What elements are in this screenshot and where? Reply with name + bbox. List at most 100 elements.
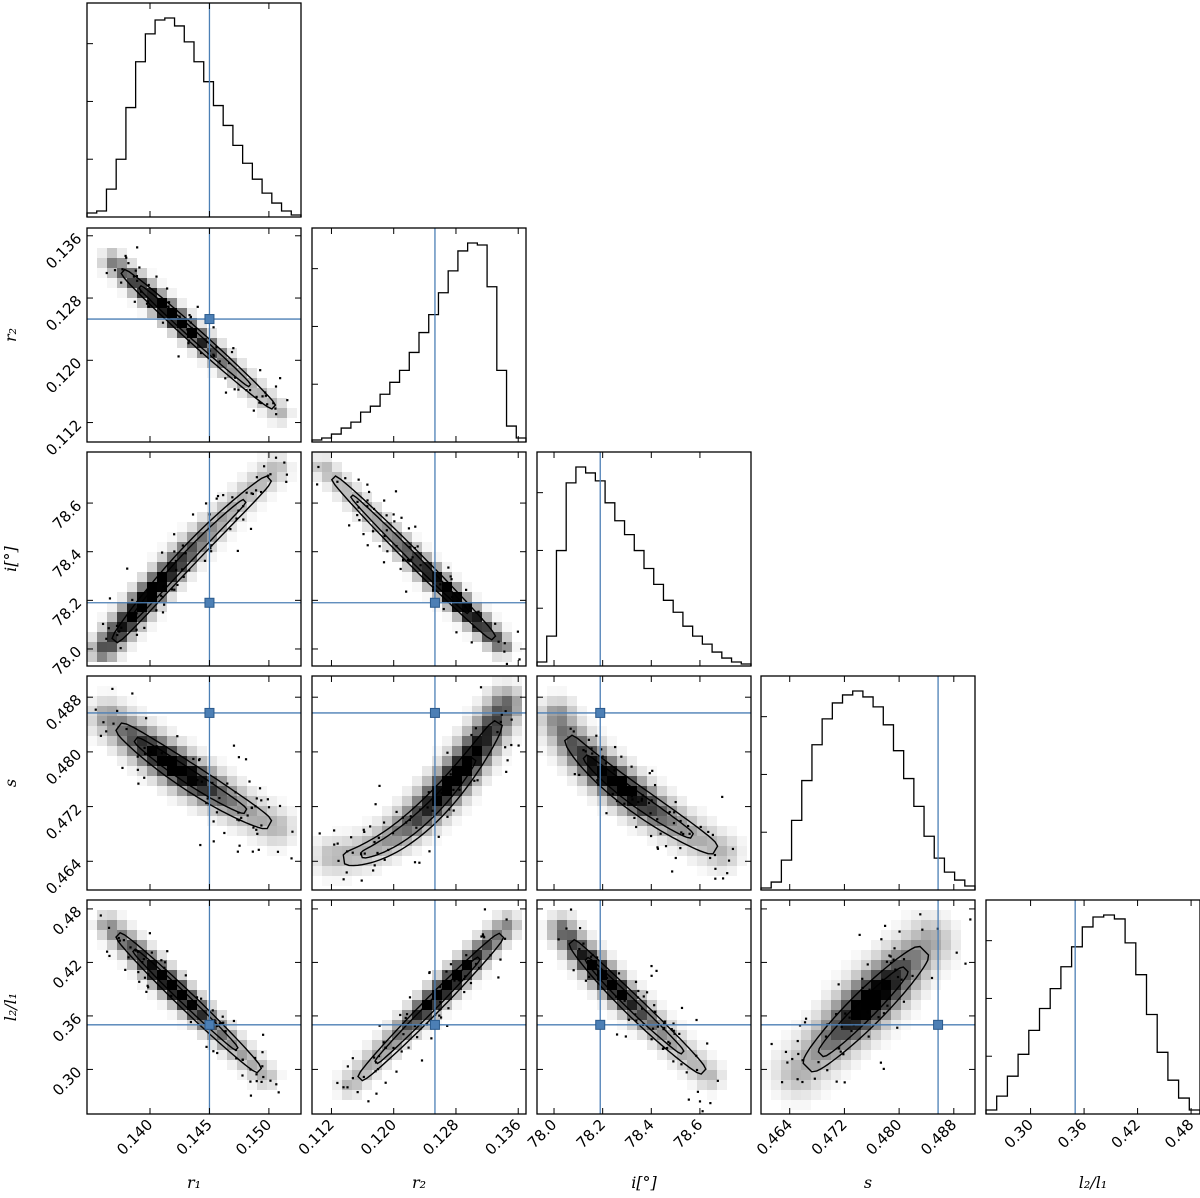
panel-r1-i (86, 451, 302, 667)
y-tick-label-i: 78.4 (49, 545, 85, 581)
contour-1-2-0 (330, 475, 497, 641)
density-2-3 (537, 686, 747, 876)
density-0-3 (87, 686, 297, 856)
truth-marker-1-4 (429, 1019, 440, 1030)
y-axis-label-i: i[°] (1, 545, 20, 571)
truth-marker-1-2 (429, 597, 440, 608)
y-tick-label-r2: 0.136 (42, 229, 85, 272)
panel-i-i (536, 451, 752, 667)
panel-frame (86, 675, 302, 891)
x-tick-label-s: 0.480 (862, 1116, 905, 1159)
x-tick-label-s: 0.472 (808, 1116, 851, 1159)
y-axis-label-l21: l₂/l₁ (1, 993, 20, 1021)
histogram-r1 (86, 17, 302, 217)
panel-frame (536, 675, 752, 891)
panel-r2-s (311, 675, 527, 891)
y-tick-label-r2: 0.128 (42, 292, 85, 335)
x-tick-label-i: 78.6 (670, 1116, 706, 1152)
truth-marker-1-3 (429, 707, 440, 718)
panel-frame (311, 227, 527, 443)
panel-r2-i (311, 451, 527, 667)
panel-frame (311, 675, 527, 891)
x-tick-label-i: 78.0 (524, 1116, 560, 1152)
y-tick-label-l21: 0.48 (49, 903, 85, 939)
x-tick-label-r1: 0.145 (173, 1116, 216, 1159)
density-3-4 (761, 910, 961, 1110)
density-0-1 (97, 248, 297, 428)
truth-marker-0-2 (204, 597, 215, 608)
panel-r1-l21 (86, 899, 302, 1115)
truth-marker-2-3 (595, 707, 606, 718)
panel-frame (86, 227, 302, 443)
contour-0-4-1 (132, 948, 239, 1051)
contour-3-4-0 (802, 945, 930, 1073)
x-tick-label-r1: 0.140 (113, 1116, 156, 1159)
panel-frame (311, 899, 527, 1115)
x-tick-label-l21: 0.42 (1108, 1116, 1144, 1152)
truth-marker-2-4 (595, 1019, 606, 1030)
histogram-i (536, 466, 752, 666)
contour-1-3-0 (342, 719, 504, 867)
x-tick-label-l21: 0.48 (1161, 1116, 1197, 1152)
contour-3-4-1 (817, 966, 909, 1058)
y-tick-label-l21: 0.36 (49, 1010, 85, 1046)
truth-marker-0-4 (204, 1019, 215, 1030)
density-2-4 (537, 910, 727, 1100)
y-tick-label-s: 0.472 (42, 800, 85, 843)
x-tick-label-l21: 0.36 (1054, 1116, 1090, 1152)
x-tick-label-s: 0.464 (753, 1116, 796, 1159)
density-1-4 (332, 910, 522, 1100)
x-tick-label-r2: 0.120 (357, 1116, 400, 1159)
contour-0-2-0 (111, 475, 273, 644)
x-tick-label-r2: 0.112 (295, 1116, 338, 1159)
panel-frame (985, 899, 1200, 1115)
y-tick-label-i: 78.2 (49, 594, 85, 630)
histogram-l21 (985, 914, 1200, 1114)
panel-frame (311, 451, 527, 667)
contour-0-4-0 (115, 931, 263, 1074)
y-tick-label-l21: 0.30 (49, 1063, 85, 1099)
y-axis-label-r2: r₂ (1, 328, 20, 342)
panel-r2-r2 (311, 227, 527, 443)
contour-0-3-0 (115, 722, 273, 830)
y-axis-label-s: s (1, 779, 20, 787)
x-axis-label-r2: r₂ (412, 1173, 426, 1192)
panel-frame (536, 451, 752, 667)
panel-r1-r1 (86, 2, 302, 218)
contour-0-2-1 (129, 498, 247, 622)
histogram-r2 (311, 242, 527, 442)
y-tick-label-i: 78.0 (49, 643, 85, 679)
panel-r1-r2 (86, 227, 302, 443)
panel-s-s (760, 675, 976, 891)
contour-1-3-1 (359, 756, 477, 859)
truth-marker-0-3 (204, 707, 215, 718)
y-tick-label-s: 0.480 (42, 746, 85, 789)
y-tick-label-r2: 0.112 (42, 416, 85, 459)
samples-2-3 (569, 727, 735, 880)
contour-2-4-0 (568, 938, 707, 1075)
y-tick-label-l21: 0.42 (49, 956, 85, 992)
y-tick-label-i: 78.6 (49, 497, 85, 533)
x-axis-label-l21: l₂/l₁ (1079, 1173, 1107, 1192)
histogram-s (760, 690, 976, 890)
density-1-2 (312, 452, 522, 662)
x-tick-label-r2: 0.136 (481, 1116, 524, 1159)
contour-0-3-1 (133, 736, 248, 815)
panel-i-l21 (536, 899, 752, 1115)
x-axis-label-s: s (864, 1173, 872, 1192)
panel-i-s (536, 675, 752, 891)
panel-r1-s (86, 675, 302, 891)
x-tick-label-s: 0.488 (917, 1116, 960, 1159)
contour-1-4-0 (357, 932, 505, 1082)
y-tick-label-s: 0.488 (42, 691, 85, 734)
x-axis-label-i: i[°] (631, 1173, 657, 1192)
x-tick-label-i: 78.4 (621, 1116, 657, 1152)
contour-1-4-1 (374, 956, 481, 1065)
y-tick-label-s: 0.464 (42, 855, 85, 898)
panel-frame (760, 675, 976, 891)
contour-0-1-1 (138, 284, 252, 388)
panel-frame (86, 2, 302, 218)
panel-frame (86, 899, 302, 1115)
contour-2-3-0 (563, 734, 719, 855)
